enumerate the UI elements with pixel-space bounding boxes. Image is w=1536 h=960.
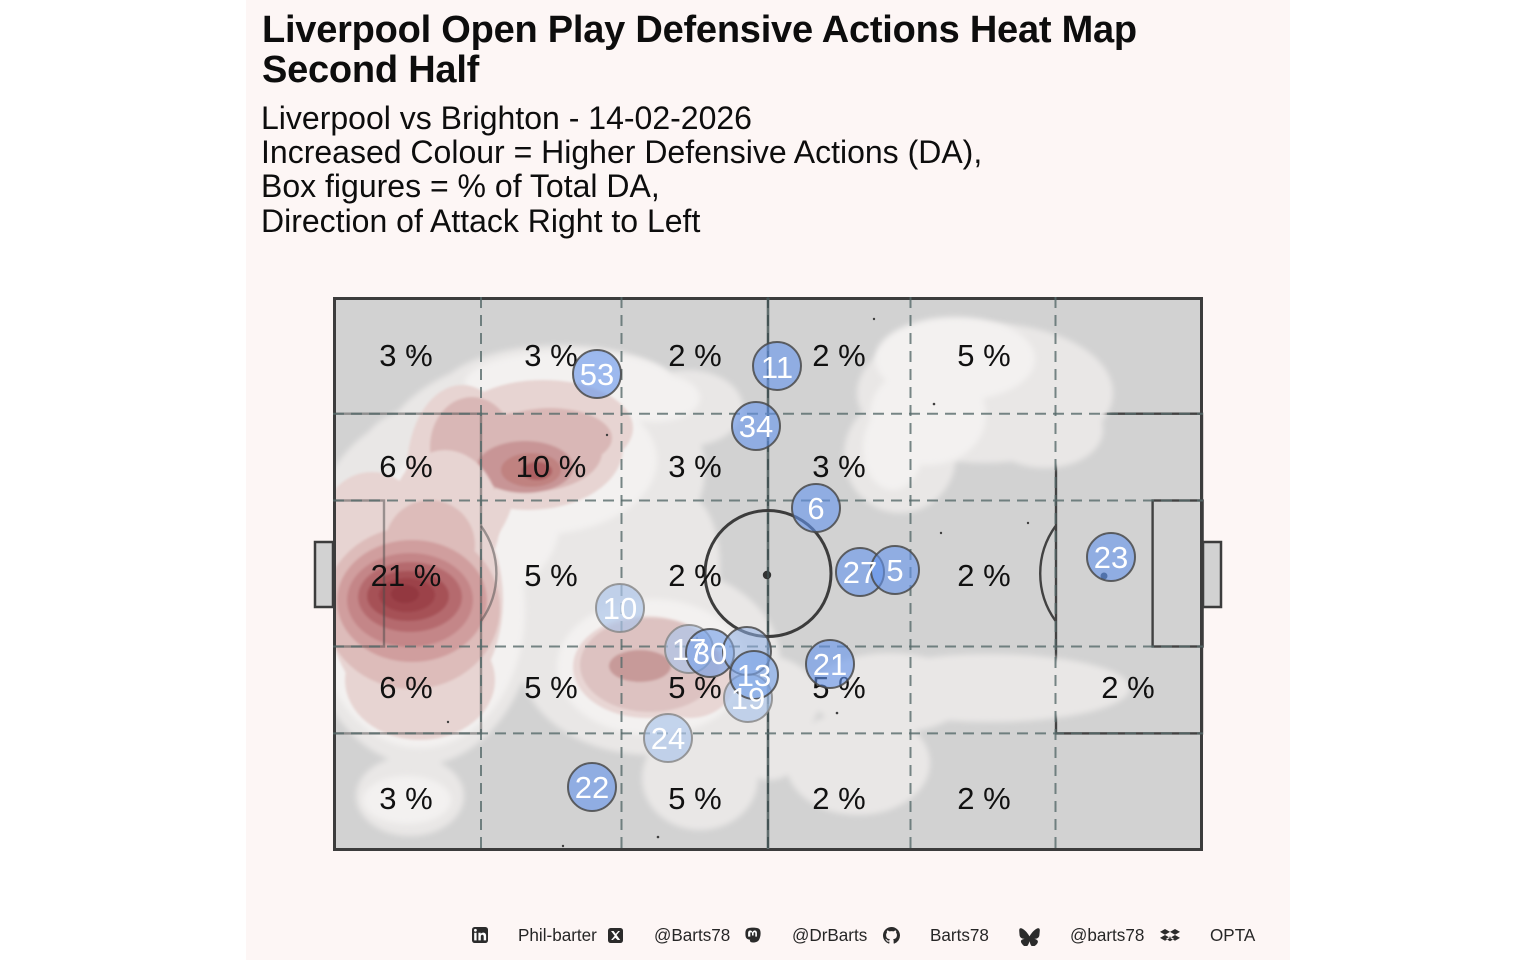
svg-text:3 %: 3 % [668,449,721,484]
svg-text:2 %: 2 % [812,338,865,373]
svg-text:3 %: 3 % [524,338,577,373]
svg-text:3 %: 3 % [379,338,432,373]
svg-text:17: 17 [672,632,706,667]
svg-text:2 %: 2 % [957,781,1010,816]
svg-text:5 %: 5 % [957,338,1010,373]
svg-text:13: 13 [737,658,771,693]
svg-text:6: 6 [807,491,824,526]
svg-text:30: 30 [693,636,727,671]
svg-text:5: 5 [886,553,903,588]
svg-text:27: 27 [843,555,877,590]
svg-text:22: 22 [575,770,609,805]
svg-text:6 %: 6 % [379,449,432,484]
svg-text:6 %: 6 % [379,670,432,705]
svg-text:2 %: 2 % [668,338,721,373]
svg-text:5 %: 5 % [668,781,721,816]
svg-text:21 %: 21 % [371,558,442,593]
svg-text:53: 53 [580,357,614,392]
svg-text:11: 11 [761,350,793,385]
svg-text:34: 34 [739,409,773,444]
svg-text:5 %: 5 % [524,670,577,705]
svg-text:19: 19 [731,681,765,716]
svg-text:3 %: 3 % [812,449,865,484]
svg-text:5 %: 5 % [524,558,577,593]
svg-text:2 %: 2 % [957,558,1010,593]
svg-text:2 %: 2 % [1101,670,1154,705]
svg-text:21: 21 [813,647,847,682]
svg-text:3 %: 3 % [379,781,432,816]
svg-text:10 %: 10 % [516,449,587,484]
svg-text:10: 10 [603,591,637,626]
svg-text:23: 23 [1094,540,1128,575]
svg-text:2 %: 2 % [668,558,721,593]
svg-text:2 %: 2 % [812,781,865,816]
svg-text:24: 24 [651,721,685,756]
